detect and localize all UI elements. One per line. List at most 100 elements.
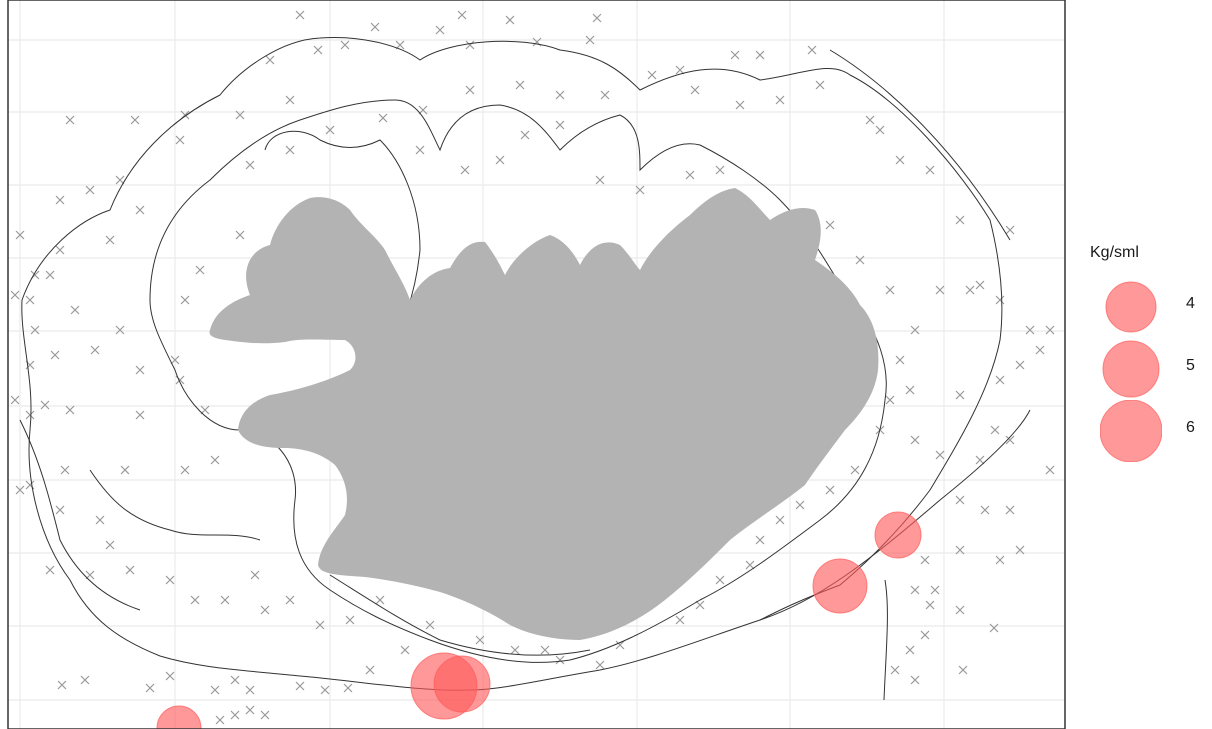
station-marker — [865, 115, 875, 125]
station-marker — [285, 595, 295, 605]
station-marker — [595, 175, 605, 185]
station-marker — [105, 540, 115, 550]
station-marker — [755, 535, 765, 545]
station-marker — [285, 145, 295, 155]
station-marker — [65, 115, 75, 125]
station-marker — [685, 170, 695, 180]
station-marker — [210, 685, 220, 695]
station-marker — [935, 285, 945, 295]
station-marker — [955, 495, 965, 505]
station-marker — [30, 325, 40, 335]
station-marker — [515, 80, 525, 90]
station-marker — [775, 515, 785, 525]
station-marker — [1015, 360, 1025, 370]
station-marker — [457, 10, 467, 20]
station-marker — [495, 155, 505, 165]
station-marker — [855, 255, 865, 265]
station-marker — [180, 465, 190, 475]
station-marker — [295, 681, 305, 691]
station-marker — [400, 645, 410, 655]
station-marker — [80, 675, 90, 685]
station-marker — [115, 175, 125, 185]
station-marker — [475, 635, 485, 645]
station-marker — [55, 245, 65, 255]
station-marker — [135, 365, 145, 375]
station-marker — [50, 350, 60, 360]
station-marker — [460, 165, 470, 175]
station-marker — [555, 90, 565, 100]
station-marker — [905, 385, 915, 395]
station-marker — [920, 555, 930, 565]
station-marker — [45, 270, 55, 280]
station-marker — [415, 145, 425, 155]
station-marker — [795, 500, 805, 510]
south-shelf-contour — [329, 574, 591, 656]
station-marker — [230, 675, 240, 685]
outer-depth-contour — [21, 36, 1003, 691]
station-marker — [370, 22, 380, 32]
station-marker — [910, 325, 920, 335]
station-marker — [895, 355, 905, 365]
station-marker — [925, 600, 935, 610]
station-marker — [418, 105, 428, 115]
station-marker — [955, 215, 965, 225]
station-marker — [505, 15, 515, 25]
depth-contours — [19, 36, 1031, 701]
station-marker — [958, 665, 968, 675]
station-marker — [647, 70, 657, 80]
station-marker — [807, 45, 817, 55]
station-marker — [220, 595, 230, 605]
legend: Kg/sml 4 5 6 — [1090, 244, 1208, 462]
station-marker — [57, 680, 67, 690]
station-marker — [600, 90, 610, 100]
legend-bubble-icon — [1105, 281, 1157, 333]
station-marker — [1005, 435, 1015, 445]
station-marker — [989, 623, 999, 633]
station-marker — [320, 685, 330, 695]
catch-bubble — [874, 511, 922, 559]
station-marker — [890, 665, 900, 675]
station-marker — [595, 660, 605, 670]
station-marker — [925, 165, 935, 175]
station-marker — [775, 95, 785, 105]
station-marker — [885, 395, 895, 405]
station-marker — [65, 405, 75, 415]
station-marker — [935, 450, 945, 460]
station-marker — [815, 80, 825, 90]
station-marker — [955, 605, 965, 615]
station-marker — [55, 505, 65, 515]
station-marker — [825, 220, 835, 230]
catch-bubble — [156, 705, 202, 729]
station-marker — [200, 405, 210, 415]
station-marker — [955, 390, 965, 400]
map-panel-border — [7, 0, 1066, 729]
station-marker — [885, 285, 895, 295]
station-marker — [715, 165, 725, 175]
station-marker — [170, 355, 180, 365]
station-marker — [235, 110, 245, 120]
station-marker — [910, 675, 920, 685]
station-marker — [105, 235, 115, 245]
station-marker — [130, 115, 140, 125]
station-marker — [615, 640, 625, 650]
west-shelf-contour — [89, 469, 261, 541]
station-marker — [135, 410, 145, 420]
station-marker — [1015, 545, 1025, 555]
station-marker — [425, 620, 435, 630]
station-marker — [25, 295, 35, 305]
station-marker — [980, 505, 990, 515]
station-marker — [690, 85, 700, 95]
legend-entry-5: 5 — [1090, 338, 1208, 400]
station-marker — [145, 683, 155, 693]
station-marker — [40, 400, 50, 410]
catch-bubble — [433, 655, 491, 713]
station-marker — [175, 135, 185, 145]
station-marker — [905, 645, 915, 655]
station-marker — [1045, 325, 1055, 335]
station-marker — [70, 305, 80, 315]
station-marker — [180, 295, 190, 305]
station-marker — [235, 230, 245, 240]
station-marker — [975, 455, 985, 465]
station-marker — [85, 185, 95, 195]
station-marker — [375, 595, 385, 605]
